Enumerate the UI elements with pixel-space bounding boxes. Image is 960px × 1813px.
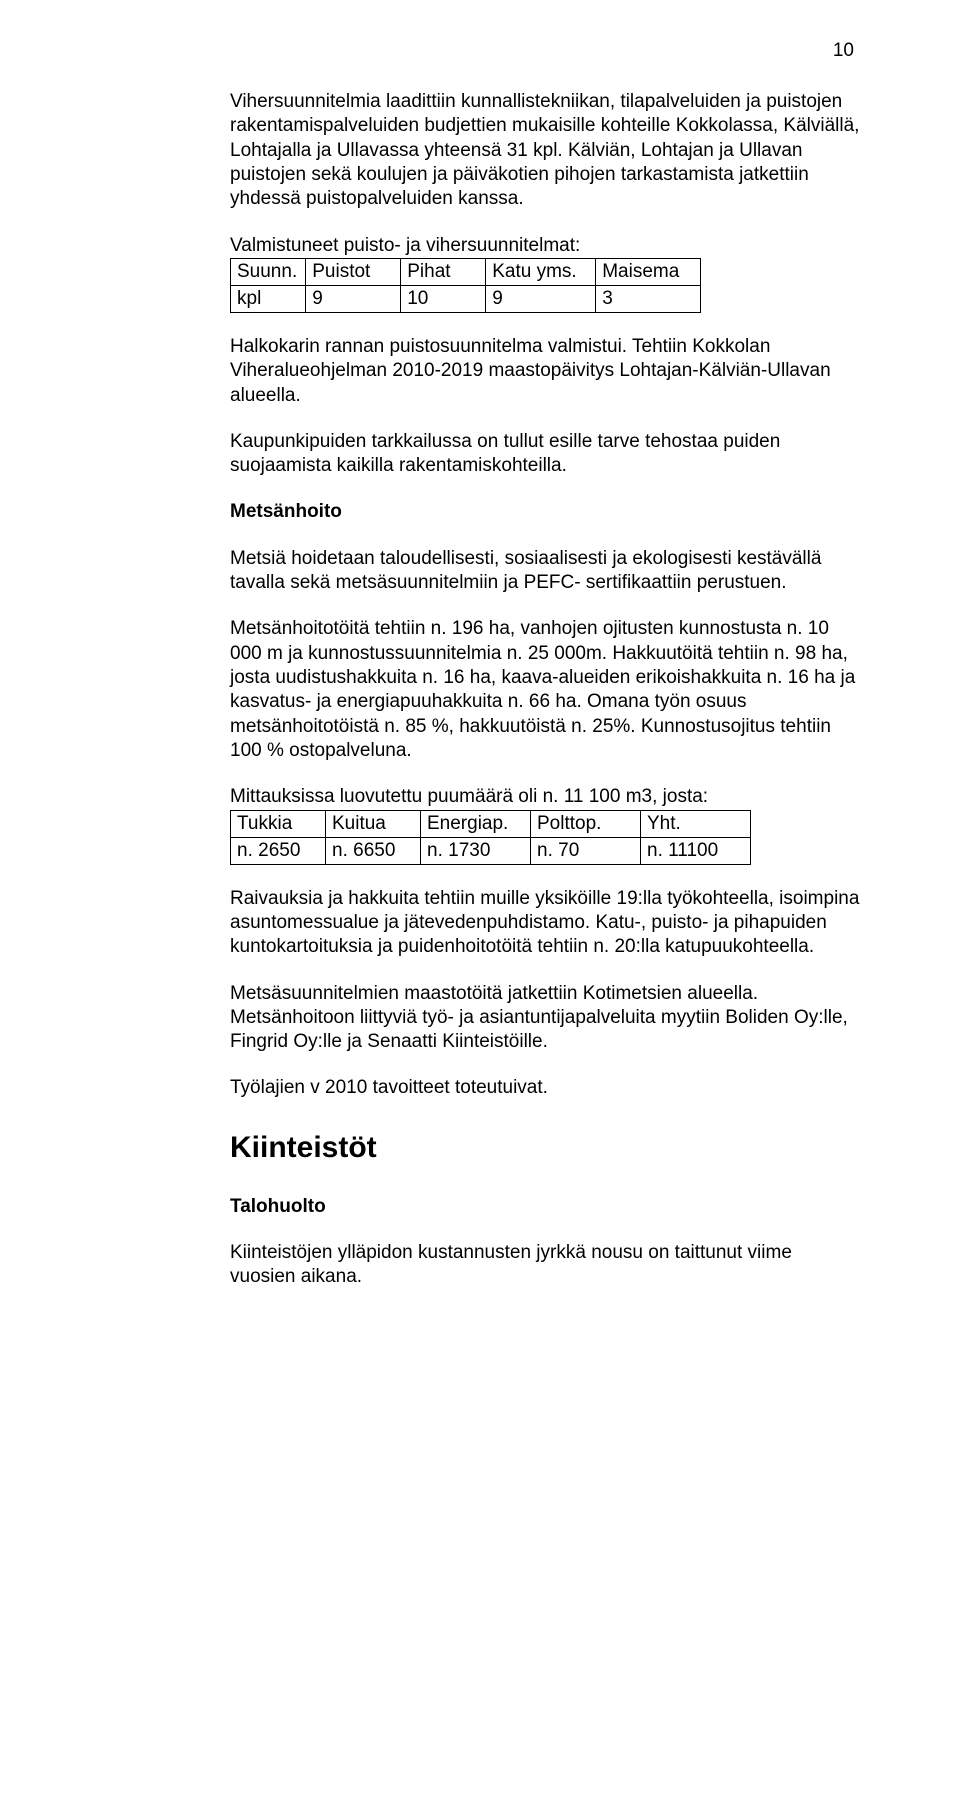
table-row: n. 2650 n. 6650 n. 1730 n. 70 n. 11100 — [231, 837, 751, 864]
paragraph-kaupunkipuut: Kaupunkipuiden tarkkailussa on tullut es… — [230, 430, 860, 479]
table-cell: 3 — [596, 285, 701, 312]
document-page: 10 Vihersuunnitelmia laadittiin kunnalli… — [0, 0, 960, 1372]
paragraph-metsasuunnitelmien: Metsäsuunnitelmien maastotöitä jatkettii… — [230, 982, 860, 1055]
timber-table-lead: Mittauksissa luovutettu puumäärä oli n. … — [230, 785, 860, 809]
table-header-cell: Suunn. — [231, 258, 306, 285]
heading-metsanhoito: Metsänhoito — [230, 500, 860, 524]
table-header-cell: Maisema — [596, 258, 701, 285]
paragraph-metsanhoitotoita: Metsänhoitotöitä tehtiin n. 196 ha, vanh… — [230, 617, 860, 763]
paragraph-metsia: Metsiä hoidetaan taloudellisesti, sosiaa… — [230, 547, 860, 596]
table-cell: 10 — [401, 285, 486, 312]
table-cell: n. 1730 — [421, 837, 531, 864]
table-cell: 9 — [486, 285, 596, 312]
table-header-cell: Kuitua — [326, 810, 421, 837]
table-header-row: Tukkia Kuitua Energiap. Polttop. Yht. — [231, 810, 751, 837]
timber-table: Tukkia Kuitua Energiap. Polttop. Yht. n.… — [230, 810, 751, 865]
table-cell: n. 11100 — [641, 837, 751, 864]
heading-kiinteistot: Kiinteistöt — [230, 1131, 860, 1165]
table-cell: n. 70 — [531, 837, 641, 864]
table-header-row: Suunn. Puistot Pihat Katu yms. Maisema — [231, 258, 701, 285]
paragraph-raivauksia: Raivauksia ja hakkuita tehtiin muille yk… — [230, 887, 860, 960]
table-header-cell: Tukkia — [231, 810, 326, 837]
table-cell: kpl — [231, 285, 306, 312]
heading-talohuolto: Talohuolto — [230, 1195, 860, 1219]
paragraph-intro: Vihersuunnitelmia laadittiin kunnalliste… — [230, 90, 860, 212]
table-header-cell: Polttop. — [531, 810, 641, 837]
paragraph-halkokari: Halkokarin rannan puistosuunnitelma valm… — [230, 335, 860, 408]
page-number: 10 — [230, 40, 860, 62]
table-cell: 9 — [306, 285, 401, 312]
table-header-cell: Puistot — [306, 258, 401, 285]
plans-table: Suunn. Puistot Pihat Katu yms. Maisema k… — [230, 258, 701, 313]
plans-table-lead: Valmistuneet puisto- ja vihersuunnitelma… — [230, 234, 860, 258]
table-cell: n. 2650 — [231, 837, 326, 864]
table-header-cell: Pihat — [401, 258, 486, 285]
paragraph-kiinteistojen: Kiinteistöjen ylläpidon kustannusten jyr… — [230, 1241, 860, 1290]
table-header-cell: Energiap. — [421, 810, 531, 837]
table-header-cell: Yht. — [641, 810, 751, 837]
table-row: kpl 9 10 9 3 — [231, 285, 701, 312]
paragraph-tyolajien: Työlajien v 2010 tavoitteet toteutuivat. — [230, 1076, 860, 1100]
table-header-cell: Katu yms. — [486, 258, 596, 285]
table-cell: n. 6650 — [326, 837, 421, 864]
